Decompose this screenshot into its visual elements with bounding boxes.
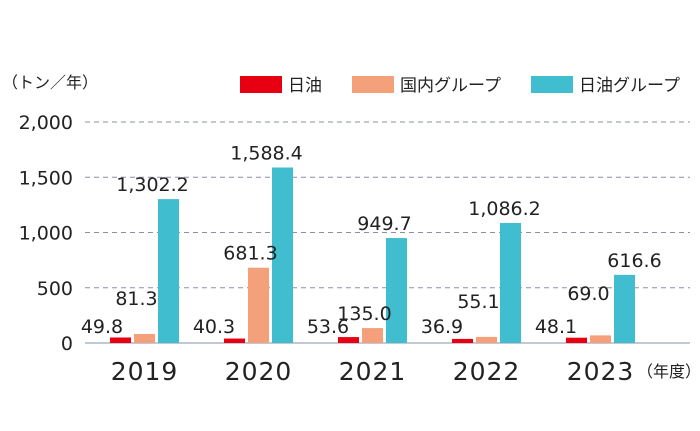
data-label: 1,302.2 (116, 174, 189, 196)
bar-日油-2019 (110, 337, 131, 343)
legend-swatch (531, 76, 573, 93)
bar-日油グループ-2023 (614, 274, 635, 343)
x-category-label: 2021 (339, 357, 407, 386)
x-category-label: 2019 (111, 357, 179, 386)
legend-label: 日油グループ (579, 76, 680, 96)
data-label: 40.3 (193, 316, 235, 338)
bar-日油グループ-2021 (386, 238, 407, 343)
bar-国内グループ-2021 (362, 328, 383, 343)
y-tick-label: 0 (61, 333, 73, 355)
bar-日油グループ-2022 (500, 222, 521, 343)
bar-日油グループ-2020 (272, 167, 293, 343)
legend-label: 国内グループ (400, 76, 501, 96)
x-axis-unit-label: （年度） (637, 362, 700, 381)
bar-日油-2021 (338, 337, 359, 343)
data-label: 48.1 (535, 316, 577, 338)
data-label: 81.3 (115, 288, 157, 310)
bar-日油-2020 (224, 338, 245, 343)
x-category-label: 2023 (567, 357, 635, 386)
y-tick-label: 1,000 (19, 223, 73, 245)
data-label: 681.3 (223, 243, 277, 265)
x-category-label: 2020 (225, 357, 293, 386)
legend-swatch (240, 76, 282, 93)
legend-label: 日油 (288, 76, 322, 96)
data-label: 1,086.2 (468, 198, 541, 220)
bar-日油-2023 (566, 337, 587, 343)
data-label: 53.6 (307, 316, 349, 338)
bar-国内グループ-2020 (248, 267, 269, 343)
bar-日油グループ-2019 (158, 199, 179, 343)
bar-日油-2022 (452, 338, 473, 343)
data-label: 55.1 (457, 291, 499, 313)
y-axis-unit-label: （トン／年） (2, 73, 98, 92)
legend: 日油 国内グループ 日油グループ (240, 76, 680, 96)
y-tick-label: 500 (37, 278, 73, 300)
data-label: 949.7 (357, 213, 411, 235)
data-label: 135.0 (337, 303, 391, 325)
x-axis-categories: 2019 2020 2021 2022 2023 (111, 357, 635, 386)
data-label: 1,588.4 (230, 142, 303, 164)
bar-国内グループ-2022 (476, 336, 497, 343)
data-label: 36.9 (421, 316, 463, 338)
data-label: 69.0 (567, 283, 609, 305)
bar-国内グループ-2019 (134, 334, 155, 343)
bars (110, 167, 635, 343)
x-category-label: 2022 (453, 357, 521, 386)
data-label: 616.6 (607, 250, 661, 272)
y-axis-ticks: 0 500 1,000 1,500 2,000 (19, 112, 73, 355)
data-label: 49.8 (81, 316, 123, 338)
data-labels: 49.8 81.3 1,302.2 40.3 681.3 1,588.4 53.6135.0… (81, 142, 662, 338)
y-tick-label: 2,000 (19, 112, 73, 134)
legend-swatch (352, 76, 394, 93)
bar-国内グループ-2023 (590, 335, 611, 343)
y-tick-label: 1,500 (19, 167, 73, 189)
